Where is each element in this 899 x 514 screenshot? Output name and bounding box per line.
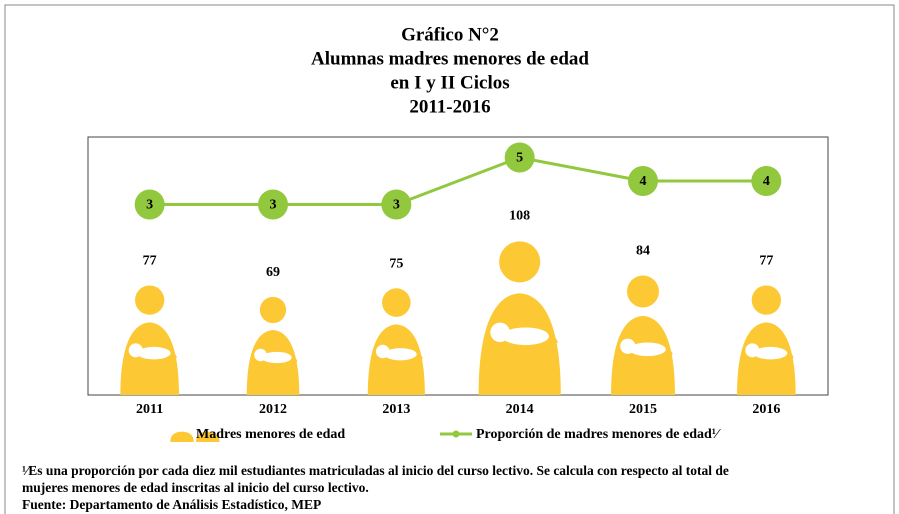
legend-label: Proporción de madres menores de edad¹⁄ <box>476 427 721 442</box>
icon-head <box>499 241 541 283</box>
mother-icon <box>120 285 179 396</box>
baby-body <box>629 342 666 357</box>
line-marker <box>504 142 535 173</box>
value-label: 4 <box>763 174 770 189</box>
mother-icon <box>737 285 796 396</box>
mother-icon <box>246 296 300 396</box>
x-tick-label: 2013 <box>382 402 410 417</box>
icon-head <box>382 288 411 317</box>
icon-head <box>135 285 165 315</box>
value-label: 3 <box>146 198 153 213</box>
footnote: ¹⁄Es una proporción por cada diez mil es… <box>22 463 729 478</box>
x-tick-label: 2012 <box>259 402 287 417</box>
value-label: 3 <box>270 198 277 213</box>
icon-head <box>259 296 287 324</box>
value-label: 69 <box>266 265 280 280</box>
value-label: 5 <box>516 151 523 166</box>
mother-icon <box>478 241 561 395</box>
icon-head <box>751 285 781 315</box>
mother-arm <box>374 355 423 367</box>
mother-arm <box>618 350 673 364</box>
mother-icon <box>367 288 425 395</box>
value-label: 3 <box>393 198 400 213</box>
mother-arm <box>487 338 559 354</box>
baby-body <box>384 348 417 361</box>
chart-border <box>4 4 895 514</box>
legend-label: Madres menores de edad <box>196 427 345 442</box>
title-line: Gráfico N°2 <box>401 24 499 45</box>
mother-arm <box>126 354 178 366</box>
mother-arm <box>743 354 794 366</box>
x-tick-label: 2016 <box>752 402 780 417</box>
x-tick-label: 2015 <box>629 402 657 417</box>
line-marker <box>628 166 658 196</box>
legend-icon <box>170 431 220 442</box>
line <box>149 155 767 206</box>
baby-body <box>261 351 292 364</box>
line-marker <box>258 189 288 220</box>
legend-swatch <box>170 431 194 442</box>
value-label: 84 <box>636 243 650 258</box>
title-line: Alumnas madres menores de edad <box>311 48 589 69</box>
x-tick-label: 2014 <box>506 402 534 417</box>
baby-body <box>137 346 171 360</box>
value-label: 4 <box>640 174 647 189</box>
value-label: 77 <box>759 254 773 269</box>
value-label: 108 <box>509 209 530 224</box>
mother-icon <box>611 275 675 395</box>
icon-head <box>627 275 659 308</box>
line-marker <box>751 166 782 196</box>
mother-arm <box>252 358 298 369</box>
title-line: en I y II Ciclos <box>390 72 509 93</box>
legend-swatch <box>196 431 220 442</box>
value-label: 77 <box>143 254 157 269</box>
line-marker <box>381 189 412 220</box>
title-line: 2011-2016 <box>409 96 490 117</box>
source: Fuente: Departamento de Análisis Estadís… <box>22 497 321 512</box>
legend-marker <box>452 430 460 438</box>
value-label: 75 <box>389 256 403 271</box>
baby-body <box>502 327 550 346</box>
line-marker <box>134 189 165 220</box>
footnote: mujeres menores de edad inscritas al ini… <box>22 480 369 495</box>
x-tick-label: 2011 <box>136 402 163 417</box>
baby-body <box>753 346 788 360</box>
plot-frame <box>87 136 829 396</box>
